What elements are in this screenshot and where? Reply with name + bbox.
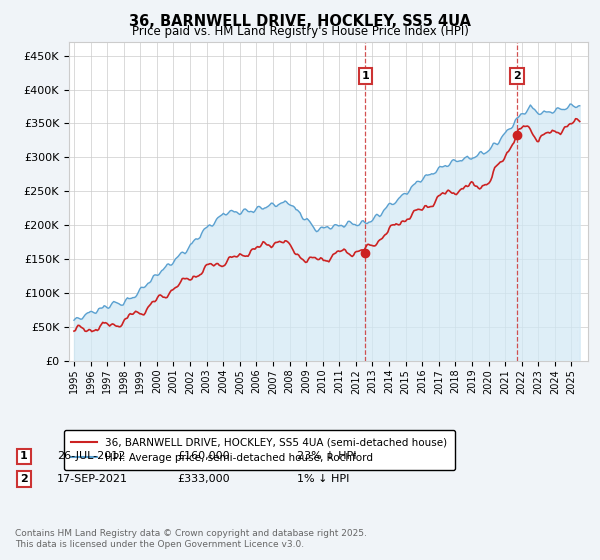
Text: £333,000: £333,000 — [177, 474, 230, 484]
Text: 26-JUL-2012: 26-JUL-2012 — [57, 451, 125, 461]
Text: 23% ↓ HPI: 23% ↓ HPI — [297, 451, 356, 461]
Text: £160,000: £160,000 — [177, 451, 230, 461]
Text: 2: 2 — [513, 71, 521, 81]
Text: 1% ↓ HPI: 1% ↓ HPI — [297, 474, 349, 484]
Legend: 36, BARNWELL DRIVE, HOCKLEY, SS5 4UA (semi-detached house), HPI: Average price, : 36, BARNWELL DRIVE, HOCKLEY, SS5 4UA (se… — [64, 430, 455, 470]
Text: 1: 1 — [361, 71, 369, 81]
Text: 1: 1 — [20, 451, 28, 461]
Text: 36, BARNWELL DRIVE, HOCKLEY, SS5 4UA: 36, BARNWELL DRIVE, HOCKLEY, SS5 4UA — [129, 14, 471, 29]
Text: Price paid vs. HM Land Registry's House Price Index (HPI): Price paid vs. HM Land Registry's House … — [131, 25, 469, 38]
Text: 2: 2 — [20, 474, 28, 484]
Text: Contains HM Land Registry data © Crown copyright and database right 2025.
This d: Contains HM Land Registry data © Crown c… — [15, 529, 367, 549]
Text: 17-SEP-2021: 17-SEP-2021 — [57, 474, 128, 484]
